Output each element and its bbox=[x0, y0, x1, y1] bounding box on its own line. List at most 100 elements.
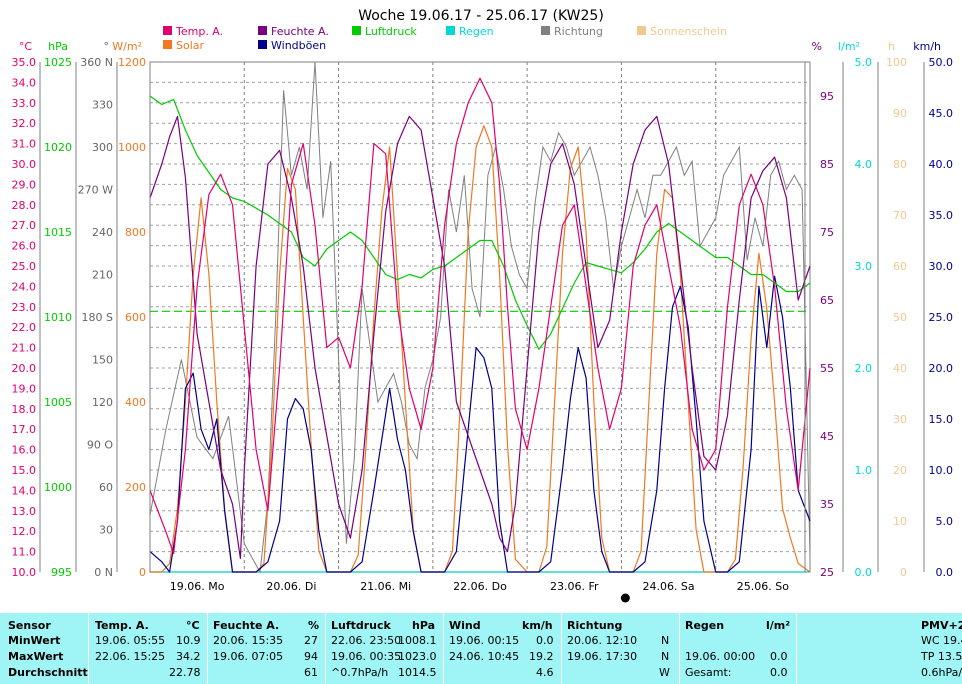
series-line-humidity bbox=[149, 115, 811, 560]
row-label-avg: Durchschnitt bbox=[8, 666, 88, 679]
axis-tick-temp: 10.0 bbox=[12, 566, 37, 579]
axis-tick-temp: 18.0 bbox=[12, 403, 37, 416]
axis-units: °C hPa ° W/m²% l/m² h km/h bbox=[19, 40, 941, 53]
chart-title: Woche 19.06.17 - 25.06.17 (KW25) bbox=[358, 8, 604, 24]
axes: 19.06. Mo 20.06. Di 21.06. Mi 22.06. Do 23.0… bbox=[12, 56, 954, 603]
min-pressure-value: 1008.1 bbox=[398, 634, 437, 647]
max-pressure-value: 1023.0 bbox=[398, 650, 437, 663]
axis-tick-humidity: 65 bbox=[820, 294, 834, 307]
max-humidity-value: 94 bbox=[304, 650, 318, 663]
axis-tick-temp: 26.0 bbox=[12, 240, 37, 253]
max-temp-value: 34.2 bbox=[176, 650, 201, 663]
axis-tick-sunshine: 10 bbox=[893, 515, 907, 528]
x-tick-label: 21.06. Mi bbox=[360, 580, 411, 593]
axis-tick-sunshine: 60 bbox=[893, 260, 907, 273]
axis-tick-wind: 50.0 bbox=[929, 56, 954, 69]
axis-tick-pressure: 995 bbox=[51, 566, 72, 579]
axis-tick-direction: 60 bbox=[99, 481, 113, 494]
axis-tick-temp: 22.0 bbox=[12, 321, 37, 334]
avg-humidity-value: 61 bbox=[304, 666, 318, 679]
rain-total-value: 0.0 bbox=[770, 666, 788, 679]
x-tick-label: 22.06. Do bbox=[453, 580, 507, 593]
axis-tick-pressure: 1000 bbox=[44, 481, 72, 494]
legend-label: Feuchte A. bbox=[271, 25, 329, 38]
axis-tick-temp: 29.0 bbox=[12, 178, 37, 191]
legend-swatch bbox=[637, 26, 646, 35]
axis-tick-direction: 330 bbox=[92, 99, 113, 112]
header-temp-unit: °C bbox=[186, 619, 200, 632]
axis-tick-direction: 0 N bbox=[94, 566, 113, 579]
axis-tick-pressure: 1025 bbox=[44, 56, 72, 69]
min-wind-value: 0.0 bbox=[536, 634, 554, 647]
axis-tick-temp: 33.0 bbox=[12, 97, 37, 110]
axis-tick-wind: 15.0 bbox=[929, 413, 954, 426]
axis-tick-sunshine: 90 bbox=[893, 107, 907, 120]
avg-direction-value: W bbox=[659, 666, 670, 679]
axis-tick-solar: 1000 bbox=[118, 141, 146, 154]
axis-tick-wind: 30.0 bbox=[929, 260, 954, 273]
header-pressure: Luftdruck bbox=[331, 619, 391, 632]
axis-tick-temp: 30.0 bbox=[12, 158, 37, 171]
axis-tick-solar: 800 bbox=[125, 226, 146, 239]
axis-unit-rain: l/m² bbox=[838, 40, 860, 53]
axis-tick-humidity: 75 bbox=[820, 226, 834, 239]
legend-swatch bbox=[352, 26, 361, 35]
max-rain-value: 0.0 bbox=[770, 650, 788, 663]
axis-tick-temp: 19.0 bbox=[12, 382, 37, 395]
header-humidity-unit: % bbox=[308, 619, 320, 632]
legend-label: Solar bbox=[176, 39, 205, 52]
legend-label: Regen bbox=[459, 25, 494, 38]
axis-tick-temp: 14.0 bbox=[12, 484, 37, 497]
min-humidity-time: 20.06. 15:35 bbox=[213, 634, 284, 647]
series-line-temp bbox=[149, 77, 811, 555]
max-pressure-time: 19.06. 00:35 bbox=[331, 650, 402, 663]
series-line-solar bbox=[150, 125, 811, 573]
axis-tick-temp: 15.0 bbox=[12, 464, 37, 477]
axis-tick-temp: 12.0 bbox=[12, 525, 37, 538]
axis-tick-sunshine: 80 bbox=[893, 158, 907, 171]
header-rain: Regen bbox=[685, 619, 725, 632]
min-temp-time: 19.06. 05:55 bbox=[95, 634, 166, 647]
axis-tick-sunshine: 0 bbox=[900, 566, 907, 579]
legend-swatch bbox=[446, 26, 455, 35]
rain-total-label: Gesamt: bbox=[685, 666, 732, 679]
axis-tick-wind: 5.0 bbox=[936, 515, 954, 528]
axis-tick-wind: 25.0 bbox=[929, 311, 954, 324]
axis-tick-wind: 35.0 bbox=[929, 209, 954, 222]
axis-tick-solar: 200 bbox=[125, 481, 146, 494]
axis-tick-temp: 11.0 bbox=[12, 546, 37, 559]
min-temp-value: 10.9 bbox=[176, 634, 201, 647]
axis-tick-humidity: 45 bbox=[820, 430, 834, 443]
axis-tick-sunshine: 50 bbox=[893, 311, 907, 324]
header-direction: Richtung bbox=[567, 619, 623, 632]
axis-unit-direction: ° bbox=[104, 40, 110, 53]
axis-tick-humidity: 25 bbox=[820, 566, 834, 579]
legend-label: Richtung bbox=[554, 25, 603, 38]
axis-tick-wind: 10.0 bbox=[929, 464, 954, 477]
min-direction-value: N bbox=[661, 634, 670, 647]
header-wind: Wind bbox=[449, 619, 481, 632]
axis-tick-solar: 1200 bbox=[118, 56, 146, 69]
max-direction-time: 19.06. 17:30 bbox=[567, 650, 638, 663]
axis-tick-direction: 180 S bbox=[82, 311, 113, 324]
axis-tick-solar: 600 bbox=[125, 311, 146, 324]
axis-tick-solar: 0 bbox=[139, 566, 146, 579]
max-humidity-time: 19.06. 07:05 bbox=[213, 650, 284, 663]
axis-unit-pressure: hPa bbox=[48, 40, 68, 53]
max-temp-time: 22.06. 15:25 bbox=[95, 650, 166, 663]
x-tick-label: 20.06. Di bbox=[266, 580, 316, 593]
legend-label: Windböen bbox=[271, 39, 326, 52]
axis-tick-temp: 13.0 bbox=[12, 505, 37, 518]
min-humidity-value: 27 bbox=[304, 634, 318, 647]
series-line-direction bbox=[149, 61, 811, 574]
axis-tick-direction: 30 bbox=[99, 524, 113, 537]
axis-tick-temp: 34.0 bbox=[12, 76, 37, 89]
axis-tick-direction: 150 bbox=[92, 354, 113, 367]
legend-swatch bbox=[258, 26, 267, 35]
header-wind-unit: km/h bbox=[522, 619, 553, 632]
axis-tick-solar: 400 bbox=[125, 396, 146, 409]
axis-tick-direction: 210 bbox=[92, 269, 113, 282]
axis-tick-temp: 31.0 bbox=[12, 138, 37, 151]
axis-tick-temp: 24.0 bbox=[12, 280, 37, 293]
axis-tick-wind: 0.0 bbox=[936, 566, 954, 579]
